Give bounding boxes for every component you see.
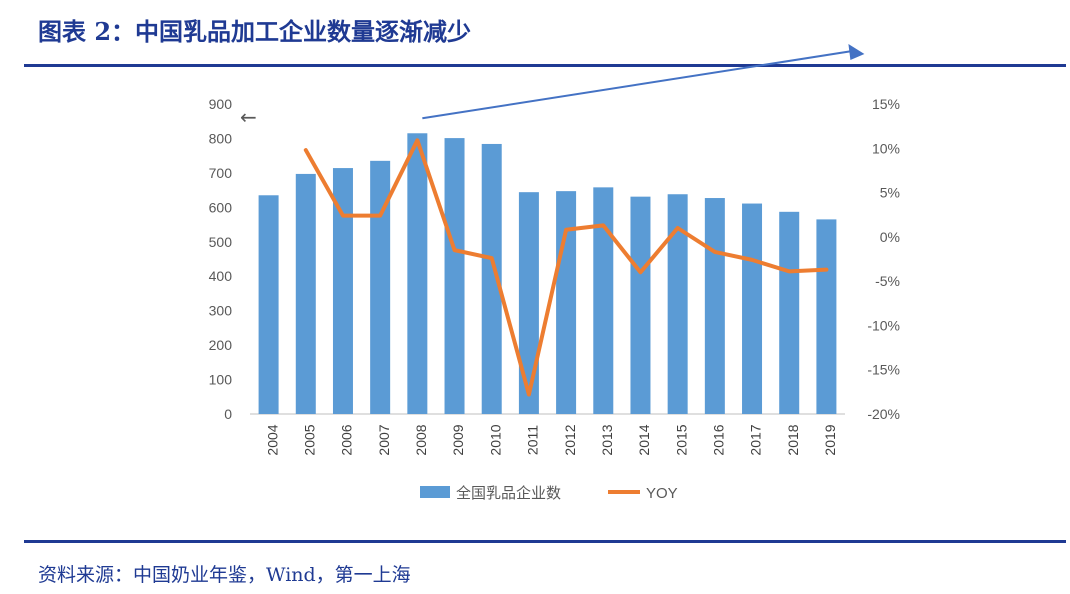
- y-right-tick-label: -20%: [867, 406, 900, 422]
- x-tick-label: 2009: [450, 424, 466, 455]
- y-left-tick-label: 200: [209, 337, 233, 353]
- x-tick-label: 2011: [525, 425, 541, 455]
- x-tick-label: 2016: [711, 424, 727, 455]
- bar: [704, 198, 725, 414]
- y-right-tick-label: -5%: [875, 273, 900, 289]
- y-right-tick-label: 10%: [872, 140, 900, 156]
- y-left-tick-label: 300: [209, 303, 233, 319]
- source-note: 资料来源：中国奶业年鉴，Wind，第一上海: [38, 564, 411, 586]
- y-right-tick-label: 15%: [872, 96, 900, 112]
- bar: [630, 196, 651, 414]
- trend-arrow-line: [422, 50, 853, 120]
- x-tick-label: 2019: [822, 424, 838, 455]
- bar: [667, 194, 688, 414]
- bar: [332, 168, 353, 414]
- legend-label-bar: 全国乳品企业数: [456, 484, 561, 502]
- x-tick-label: 2005: [301, 424, 317, 455]
- y-right-tick-label: 0%: [880, 229, 900, 245]
- page-title: 图表 2：中国乳品加工企业数量逐渐减少: [38, 17, 472, 46]
- bar: [481, 143, 502, 414]
- bar: [370, 160, 391, 414]
- footer-rule: [24, 540, 1066, 543]
- bar: [779, 211, 800, 414]
- title-rule: [24, 64, 1066, 67]
- y-left-tick-label: 700: [209, 165, 233, 181]
- x-tick-label: 2013: [599, 424, 615, 455]
- legend-label-line: YOY: [646, 485, 678, 502]
- legend-swatch-bar: [420, 486, 450, 498]
- y-left-tick-label: 800: [209, 130, 233, 146]
- y-left-tick-label: 100: [209, 372, 233, 388]
- y-left-tick-label: 500: [209, 234, 233, 250]
- x-tick-label: 2007: [376, 424, 392, 455]
- y-left-tick-label: 400: [209, 268, 233, 284]
- x-tick-label: 2006: [339, 424, 355, 455]
- x-tick-label: 2004: [264, 424, 280, 455]
- bar: [444, 138, 465, 414]
- trend-arrow-head-icon: [848, 44, 865, 61]
- x-tick-label: 2012: [562, 424, 578, 455]
- y-left-tick-label: 0: [224, 406, 232, 422]
- y-left-tick-label: 900: [209, 96, 233, 112]
- bar: [407, 133, 428, 414]
- bar: [593, 187, 614, 414]
- bar: [258, 195, 279, 414]
- y-right-tick-label: 5%: [880, 185, 900, 201]
- x-tick-label: 2010: [487, 424, 503, 455]
- bar: [742, 203, 763, 414]
- bar: [556, 191, 577, 414]
- bar: [816, 219, 837, 414]
- x-tick-label: 2015: [673, 424, 689, 455]
- y-right-tick-label: -10%: [867, 317, 900, 333]
- x-tick-label: 2018: [785, 424, 801, 455]
- y-left-tick-label: 600: [209, 199, 233, 215]
- left-axis-arrow-icon: ←: [240, 105, 257, 129]
- x-tick-label: 2017: [748, 424, 764, 455]
- bar: [295, 173, 316, 414]
- x-tick-label: 2008: [413, 424, 429, 455]
- bar: [518, 192, 539, 414]
- y-right-tick-label: -15%: [867, 362, 900, 378]
- x-tick-label: 2014: [636, 424, 652, 455]
